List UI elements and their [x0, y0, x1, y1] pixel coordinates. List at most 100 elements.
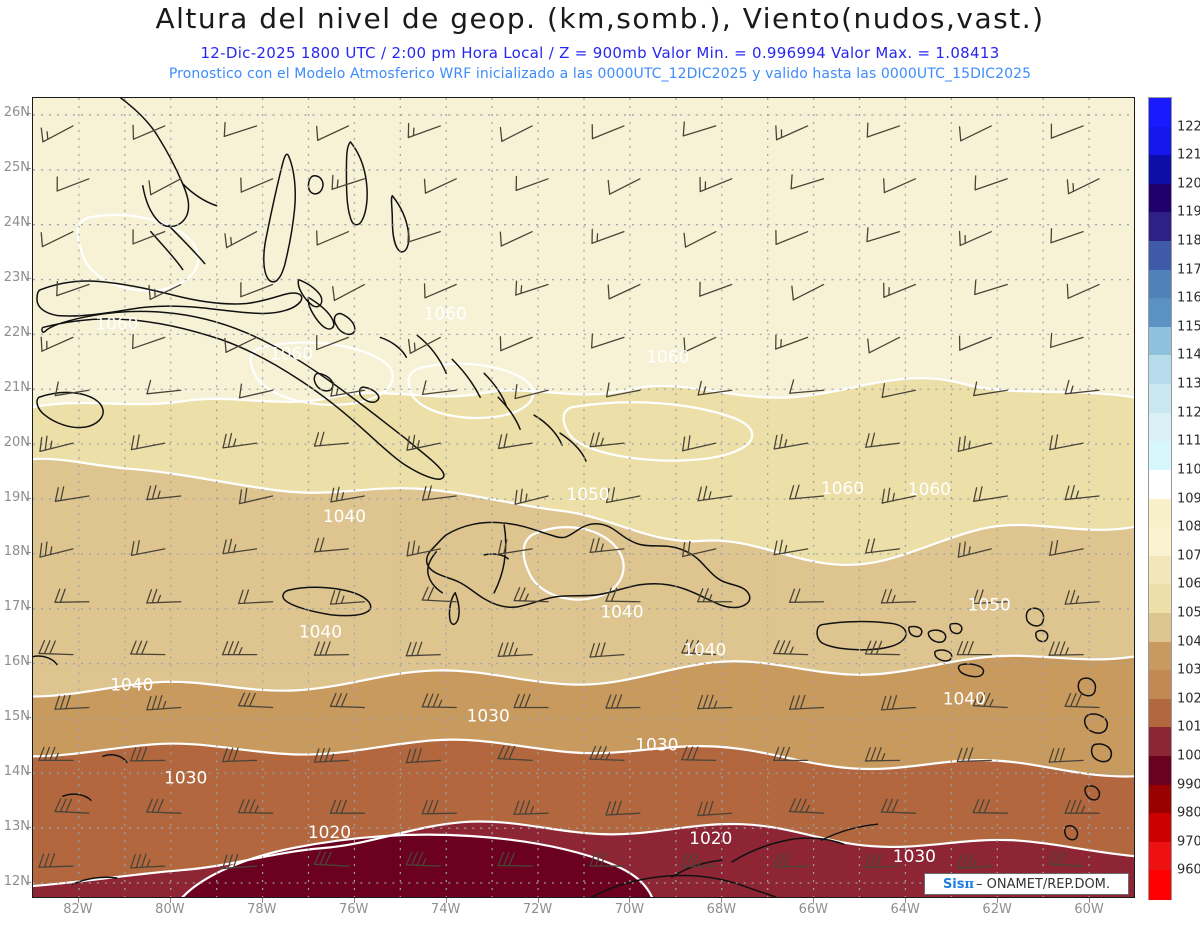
colorbar-tick-label: 1070: [1177, 548, 1200, 564]
contour-label: 1020: [689, 828, 732, 848]
wind-barb: [697, 588, 733, 603]
wind-barb: [865, 538, 901, 554]
lat-tick-mark: [26, 223, 31, 225]
colorbar-tick-label: 1000: [1177, 748, 1200, 764]
lon-tick-label: 80W: [155, 902, 185, 917]
lat-tick-mark: [26, 662, 31, 664]
wind-barb: [240, 177, 274, 193]
wind-barb: [332, 283, 366, 302]
wind-barb: [681, 746, 717, 761]
wind-barb: [54, 588, 90, 603]
colorbar-segment: [1149, 784, 1171, 814]
wind-barb: [330, 486, 366, 503]
wind-barb: [421, 693, 457, 709]
wind-barb: [880, 588, 917, 604]
colorbar-segment: [1149, 355, 1171, 385]
wind-barb: [56, 281, 90, 297]
wind-barb: [697, 800, 733, 817]
colorbar-segment: [1149, 212, 1171, 242]
lat-tick-mark: [26, 113, 31, 115]
wind-barb: [974, 175, 1008, 191]
wind-barb: [329, 692, 366, 709]
wind-barb: [1064, 484, 1100, 501]
wind-barb: [406, 540, 441, 557]
wind-barb: [697, 380, 733, 396]
colorbar-segment: [1149, 870, 1171, 900]
wind-barb: [497, 539, 533, 555]
wind-barb: [222, 432, 258, 449]
colorbar-segment: [1149, 183, 1171, 214]
contour-label: 1030: [467, 705, 510, 725]
contour-label-group: 1060 1060 1060 1060 1060 1060 1050 1050 1040 1040…: [95, 303, 1011, 866]
colorbar-segment: [1149, 841, 1171, 871]
lon-tick-label: 78W: [247, 902, 277, 917]
contour-label: 1040: [323, 506, 366, 526]
wind-barb: [499, 336, 533, 352]
wind-barb: [148, 283, 182, 301]
wind-barb: [1064, 379, 1100, 395]
colorbar-segment: [1149, 555, 1171, 585]
colorbar-segment: [1149, 298, 1171, 328]
wind-barb: [407, 122, 441, 139]
wind-barb: [775, 125, 809, 141]
page-title: Altura del nivel de geop. (km,somb.), Vi…: [155, 2, 1045, 35]
pi-symbol-icon: π: [964, 876, 975, 892]
wind-barb: [238, 383, 274, 399]
lat-tick-label: 12N: [3, 873, 30, 889]
wind-barb: [1066, 283, 1100, 299]
wind-barb: [697, 485, 733, 502]
wind-barb: [790, 174, 825, 190]
wind-barb: [1049, 434, 1084, 451]
wind-barb: [1050, 123, 1084, 139]
contour-label: 1060: [646, 346, 689, 366]
wind-barb: [146, 588, 182, 604]
lat-tick-label: 15N: [3, 708, 30, 724]
wind-barb: [316, 125, 350, 141]
colorbar-segment: [1149, 498, 1171, 528]
wind-barb: [421, 799, 457, 815]
lat-tick-label: 23N: [3, 270, 30, 286]
contour-label: 1060: [95, 313, 138, 333]
wind-barb: [865, 432, 901, 448]
lon-tick-mark: [997, 898, 999, 903]
contour-label: 1040: [943, 688, 986, 708]
colorbar-tick-label: 970: [1177, 834, 1200, 850]
lat-tick-label: 19N: [3, 489, 30, 505]
wind-barb: [1048, 641, 1084, 656]
wind-barb: [864, 640, 901, 656]
wind-barb: [880, 798, 917, 814]
contour-label: 1030: [635, 734, 678, 754]
wind-barb: [237, 799, 274, 814]
map-plot-area[interactable]: 1060 1060 1060 1060 1060 1060 1050 1050 1040 1040…: [32, 97, 1135, 898]
wind-barb: [1064, 799, 1100, 814]
wind-barb: [773, 433, 809, 450]
wind-barb: [146, 484, 182, 501]
wind-barb: [883, 178, 917, 194]
colorbar-segment: [1149, 155, 1171, 185]
lat-tick-mark: [26, 442, 31, 444]
wind-barb: [681, 852, 717, 868]
wind-barb: [130, 853, 166, 869]
lat-tick-label: 20N: [3, 434, 30, 450]
colorbar[interactable]: 1220 1210 1200 1190 1180 1170 1160 1150 1140 1130…: [1148, 97, 1200, 900]
wind-barb: [240, 282, 274, 298]
colorbar-segment: [1149, 441, 1171, 471]
colorbar-tick-label: 1170: [1177, 262, 1200, 278]
wind-barb: [130, 539, 166, 556]
lon-tick-label: 76W: [339, 902, 369, 917]
colorbar-tick-label: 1140: [1177, 347, 1200, 363]
contour-label: 1060: [821, 478, 864, 498]
colorbar-segment: [1149, 527, 1171, 557]
wind-barb: [972, 589, 1008, 605]
subtitle-line-2: Pronostico con el Modelo Atmosferico WRF…: [168, 66, 1032, 82]
lon-tick-mark: [353, 898, 355, 903]
wind-barb: [513, 587, 549, 603]
lat-tick-label: 26N: [3, 105, 30, 121]
wind-barb: [972, 692, 1008, 709]
lat-tick-mark: [26, 387, 31, 389]
lon-tick-mark: [813, 898, 815, 903]
wind-barb: [497, 745, 533, 761]
wind-barb: [773, 539, 809, 556]
